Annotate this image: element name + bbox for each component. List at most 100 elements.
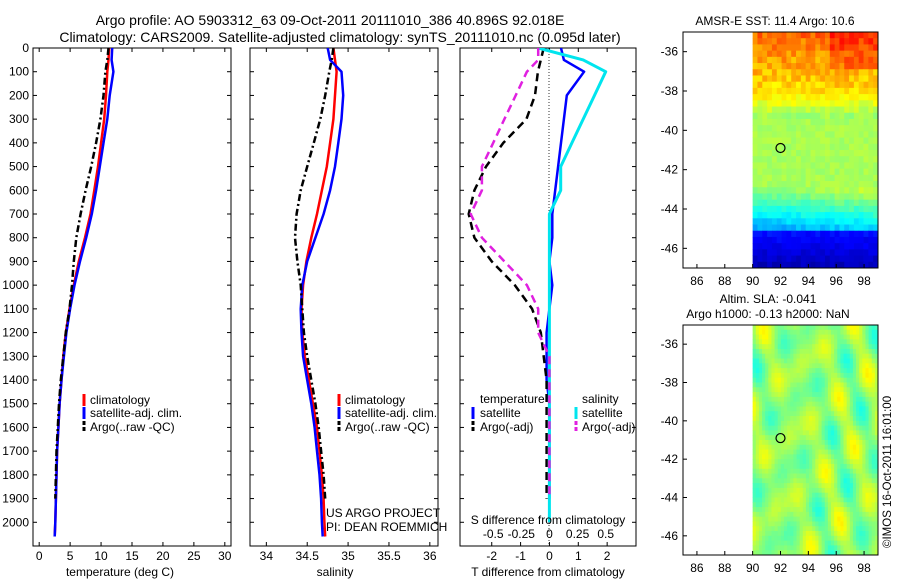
sst-map-cell <box>796 243 802 250</box>
sla-map-cell <box>874 387 879 393</box>
sla-map-cell <box>765 487 769 494</box>
sst-map-cell <box>824 87 831 95</box>
sla-map-cell <box>868 387 873 393</box>
sla-map-cell <box>805 392 810 398</box>
sla-map-cell <box>843 507 848 513</box>
sla-map-cell <box>830 550 835 556</box>
sla-map-cell <box>843 344 848 350</box>
sla-map-cell <box>758 468 763 474</box>
sla-map-cell <box>830 444 835 450</box>
sla-map-cell <box>818 430 822 436</box>
salinity-profiles <box>293 48 345 537</box>
sla-map-cell <box>809 459 813 465</box>
sla-map-cell <box>783 363 788 369</box>
sla-map-cell <box>805 440 810 446</box>
sla-map-cell <box>849 540 854 546</box>
sla-map-cell <box>824 334 829 340</box>
sla-map-cell <box>856 363 860 369</box>
temperature-x-axis: 0 5 10 15 20 25 30 <box>36 48 232 563</box>
sla-map-cell <box>874 435 879 441</box>
sla-map-cell <box>771 545 775 551</box>
sla-map-cell <box>859 396 863 403</box>
sst-map-cell <box>771 243 778 250</box>
sla-map-cell <box>856 406 860 412</box>
sla-map-cell <box>777 468 782 474</box>
sla-map-cell <box>821 435 826 441</box>
sst-map-cell <box>863 69 869 76</box>
sla-map-cell <box>871 463 876 470</box>
sst-map-cell <box>771 131 778 138</box>
sla-map-cell <box>799 545 804 551</box>
sst-map-cell <box>767 63 773 70</box>
inner-depth-ticks <box>33 47 636 523</box>
sla-map-cell <box>765 550 769 556</box>
sla-map-cell <box>762 521 766 527</box>
sla-map-cell <box>790 339 794 345</box>
sst-map-cell <box>873 69 879 76</box>
sla-map-cell <box>768 325 772 331</box>
sla-map-cell <box>771 535 775 542</box>
sst-map-cell <box>849 187 855 194</box>
sla-map-cell <box>824 497 829 503</box>
sst-map-cell <box>873 255 879 263</box>
sla-map-cell <box>856 368 860 374</box>
sst-map-float-marker <box>775 142 786 154</box>
sla-map-cell <box>755 401 760 407</box>
sla-map-cell <box>830 435 835 441</box>
sst-map-cell <box>824 156 831 163</box>
sla-map-cell <box>752 430 757 436</box>
sst-map-cell <box>824 199 831 207</box>
sla-map-cell <box>871 416 876 422</box>
sst-map-cell <box>800 75 807 83</box>
sla-map-cell <box>783 348 788 355</box>
sla-map-cell <box>809 420 813 427</box>
sst-map-cell <box>796 143 802 151</box>
sla-map-cell <box>824 396 829 403</box>
sla-map-cell <box>783 334 788 340</box>
sla-map-cell <box>755 487 760 494</box>
sla-map-cell <box>827 329 832 335</box>
sla-map-cell <box>830 478 835 484</box>
sla-map-cell <box>843 468 848 474</box>
sla-map-cell <box>815 368 819 374</box>
sla-map-cell <box>840 392 844 398</box>
sla-map-cell <box>752 449 757 455</box>
sla-map-cell <box>783 459 788 465</box>
sla-map-cell <box>852 497 857 503</box>
sla-map-cell <box>799 535 804 542</box>
sst-map-cell <box>800 137 807 145</box>
sla-map-cell <box>783 401 788 407</box>
sla-map-cell <box>765 401 769 407</box>
sla-map-cell <box>809 468 813 474</box>
sla-map-cell <box>762 511 766 518</box>
sla-map-cell <box>815 334 819 340</box>
sla-map-cell <box>874 372 879 379</box>
sla-map-cell <box>837 440 841 446</box>
sla-map-cell <box>762 348 766 355</box>
sst-map-cell <box>844 255 850 263</box>
sst-map-cell <box>805 100 811 107</box>
sla-map-cell <box>812 425 816 431</box>
sst-map-cell <box>776 261 782 269</box>
sst-map-cell <box>786 81 792 89</box>
sst-map-cell <box>844 181 850 188</box>
sla-map-cell <box>812 411 816 417</box>
sst-map-cell <box>839 156 845 163</box>
sla-map-cell <box>856 430 860 436</box>
sla-map-cell <box>824 430 829 436</box>
sla-map-cell <box>849 377 854 383</box>
sla-map-cell <box>818 334 822 340</box>
sla-map-cell <box>768 435 772 441</box>
sla-map-cell <box>783 368 788 374</box>
sla-map-cell <box>871 363 876 369</box>
temperature-tick-label: 30 <box>218 549 232 563</box>
sst-map-cell <box>762 174 768 182</box>
sla-map-cell <box>862 416 866 422</box>
sla-map-cell <box>755 435 760 441</box>
sla-map-cell <box>815 545 819 551</box>
sla-map-cell <box>849 502 854 508</box>
sla-map-cell <box>834 545 838 551</box>
sst-map-cell <box>863 137 869 145</box>
sst-map-cell <box>810 212 816 219</box>
legend-label-climatology: climatology <box>90 393 150 407</box>
